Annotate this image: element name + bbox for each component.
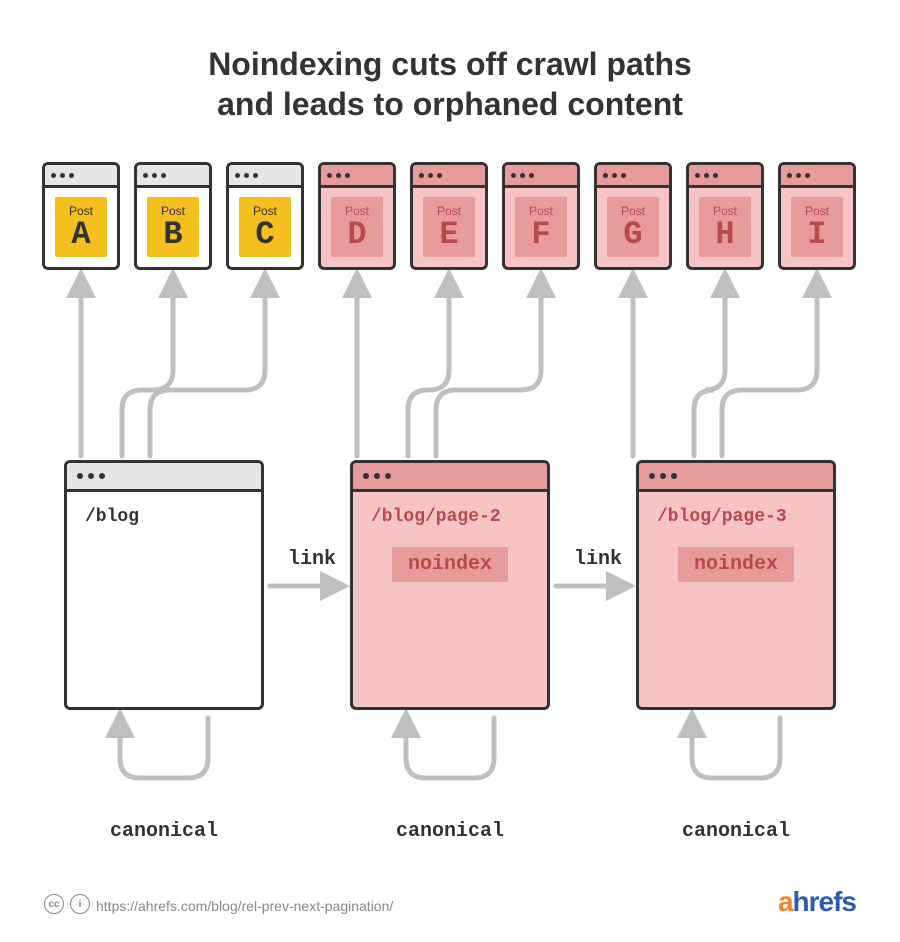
page-titlebar: [353, 463, 547, 492]
post-inner: PostE: [423, 197, 475, 257]
canonical-label: canonical: [682, 820, 790, 843]
noindex-tag: noindex: [392, 547, 508, 582]
footer-source-url: https://ahrefs.com/blog/rel-prev-next-pa…: [96, 898, 393, 914]
page-url: /blog/page-3: [657, 507, 787, 527]
post-titlebar: [413, 165, 485, 188]
post-card-e: PostE: [410, 162, 488, 270]
post-titlebar: [137, 165, 209, 188]
canonical-label: canonical: [110, 820, 218, 843]
title-line-1: Noindexing cuts off crawl paths: [208, 46, 692, 82]
page-titlebar: [639, 463, 833, 492]
post-card-h: PostH: [686, 162, 764, 270]
post-letter: H: [715, 220, 734, 250]
post-letter: B: [163, 220, 182, 250]
page-card-0: /blog: [64, 460, 264, 710]
post-inner: PostA: [55, 197, 107, 257]
link-label: link: [574, 548, 622, 571]
page-titlebar: [67, 463, 261, 492]
post-titlebar: [689, 165, 761, 188]
cc-license-icons: cc i: [44, 894, 90, 914]
diagram-canvas: Noindexing cuts off crawl paths and lead…: [0, 0, 900, 942]
page-url: /blog/page-2: [371, 507, 501, 527]
post-inner: PostD: [331, 197, 383, 257]
title-line-2: and leads to orphaned content: [217, 86, 683, 122]
post-card-a: PostA: [42, 162, 120, 270]
canonical-label: canonical: [396, 820, 504, 843]
post-card-g: PostG: [594, 162, 672, 270]
page-card-1: /blog/page-2 noindex: [350, 460, 550, 710]
post-inner: PostF: [515, 197, 567, 257]
post-inner: PostC: [239, 197, 291, 257]
post-card-c: PostC: [226, 162, 304, 270]
post-card-d: PostD: [318, 162, 396, 270]
post-letter: D: [347, 220, 366, 250]
cc-icon: cc: [44, 894, 64, 914]
post-inner: PostI: [791, 197, 843, 257]
diagram-title: Noindexing cuts off crawl paths and lead…: [0, 44, 900, 124]
post-inner: PostH: [699, 197, 751, 257]
post-letter: F: [531, 220, 550, 250]
page-card-2: /blog/page-3 noindex: [636, 460, 836, 710]
post-letter: I: [807, 220, 826, 250]
post-letter: G: [623, 220, 642, 250]
post-titlebar: [229, 165, 301, 188]
post-letter: C: [255, 220, 274, 250]
post-card-f: PostF: [502, 162, 580, 270]
post-inner: PostB: [147, 197, 199, 257]
post-titlebar: [505, 165, 577, 188]
post-card-i: PostI: [778, 162, 856, 270]
post-titlebar: [321, 165, 393, 188]
attribution-icon: i: [70, 894, 90, 914]
post-titlebar: [597, 165, 669, 188]
post-letter: A: [71, 220, 90, 250]
link-label: link: [288, 548, 336, 571]
post-card-b: PostB: [134, 162, 212, 270]
page-url: /blog: [85, 507, 139, 527]
noindex-tag: noindex: [678, 547, 794, 582]
ahrefs-logo: ahrefs: [778, 886, 856, 918]
post-titlebar: [781, 165, 853, 188]
post-titlebar: [45, 165, 117, 188]
post-letter: E: [439, 220, 458, 250]
post-inner: PostG: [607, 197, 659, 257]
